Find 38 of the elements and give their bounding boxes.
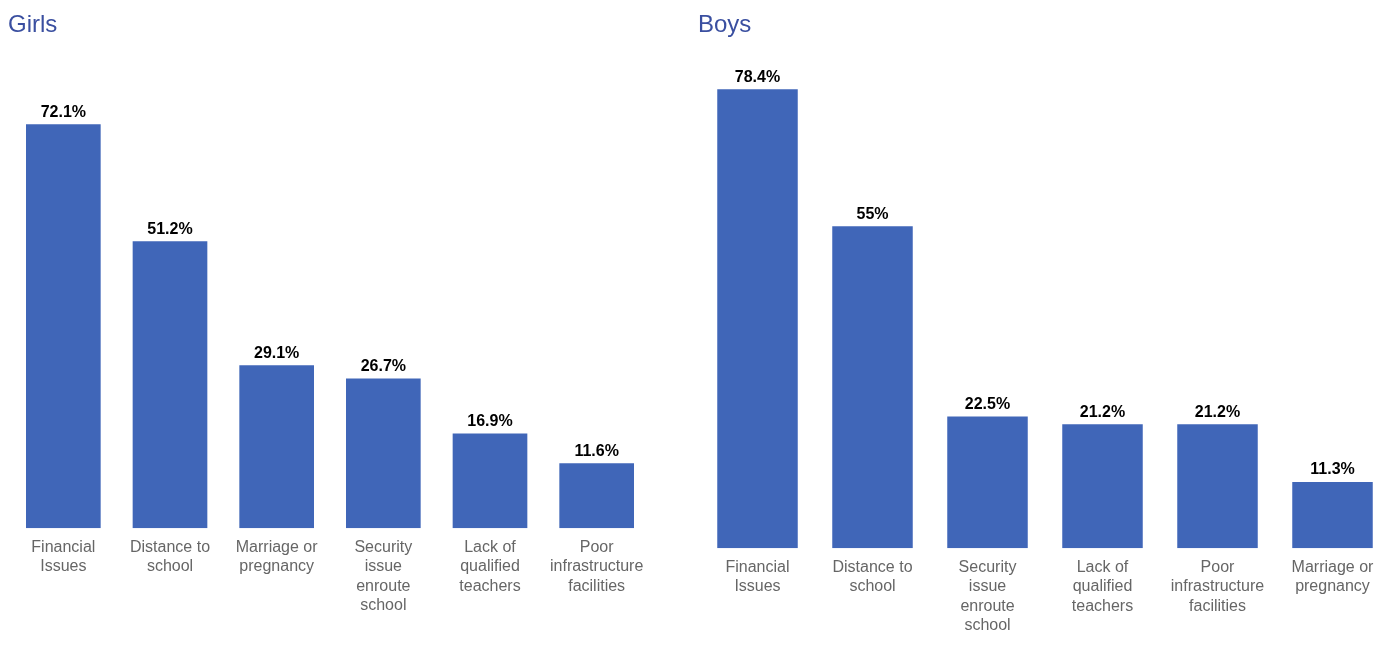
bar [26, 124, 101, 529]
data-label: 11.3% [1310, 460, 1355, 478]
x-tick-label: Lack of qualified teachers [1071, 558, 1134, 614]
bar [832, 226, 913, 549]
chart-title: Girls [8, 10, 58, 38]
x-tick-label: Financial Issues [725, 558, 790, 595]
chart-title: Boys [698, 10, 752, 38]
bar [947, 416, 1028, 549]
data-label: 21.2% [1079, 402, 1126, 420]
bar [559, 463, 634, 529]
x-tick-label: Financial Issues [31, 538, 96, 575]
data-label: 21.2% [1194, 402, 1241, 420]
x-tick-label: Lack of qualified teachers [459, 538, 521, 594]
bar [132, 241, 208, 529]
bar [346, 378, 421, 529]
data-label: 26.7% [360, 357, 407, 375]
bar [717, 89, 798, 549]
x-tick-label: Marriage or pregnancy [1291, 558, 1375, 595]
x-tick-label: Marriage or pregnancy [235, 538, 319, 575]
bar [1292, 482, 1373, 549]
data-label: 29.1% [253, 343, 300, 361]
bar [452, 433, 528, 529]
data-label: 78.4% [734, 67, 781, 85]
data-label: 11.6% [574, 441, 619, 459]
data-label: 22.5% [964, 394, 1011, 412]
bar [1062, 424, 1143, 549]
x-tick-label: Distance to school [832, 558, 913, 595]
x-tick-label: Poor infrastructure facilities [549, 538, 644, 594]
bar [1177, 424, 1258, 549]
x-tick-label: Security issue enroute school [958, 558, 1017, 633]
x-tick-label: Distance to school [129, 538, 211, 575]
data-label: 55% [856, 204, 889, 222]
data-label: 16.9% [467, 411, 513, 429]
x-tick-label: Poor infrastructure facilities [1170, 558, 1265, 614]
data-label: 51.2% [147, 219, 193, 237]
bar [239, 365, 314, 529]
data-label: 72.1% [40, 102, 87, 120]
x-tick-label: Security issue enroute school [354, 538, 413, 613]
